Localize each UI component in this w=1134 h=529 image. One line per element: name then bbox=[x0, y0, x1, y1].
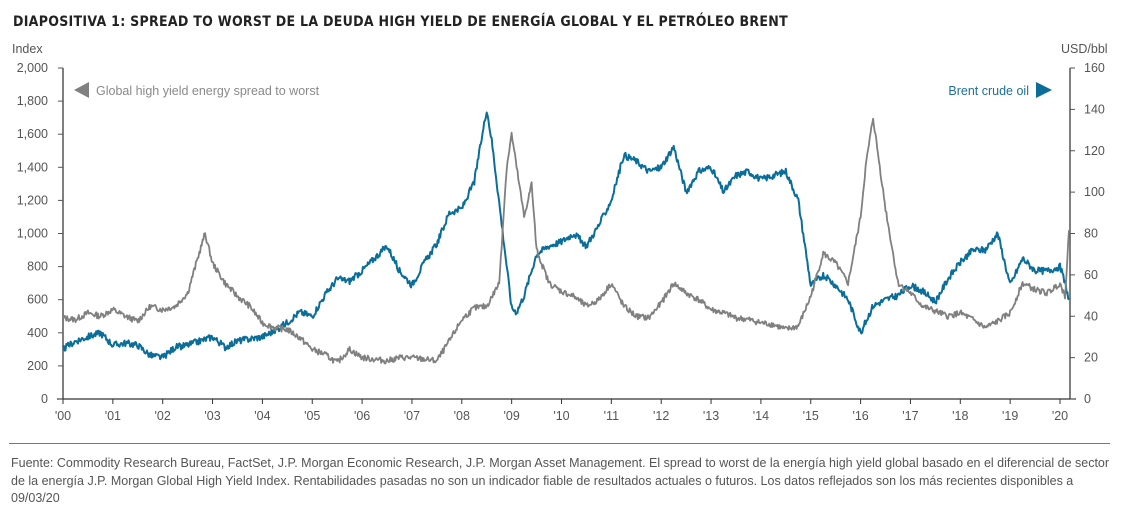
series-brent-line bbox=[62, 111, 1070, 361]
x-tick-label: '19 bbox=[1002, 409, 1018, 423]
right-tick-label: 140 bbox=[1084, 102, 1105, 116]
x-tick-label: '05 bbox=[304, 409, 320, 423]
x-tick-label: '02 bbox=[155, 409, 171, 423]
legend-spread-label: Global high yield energy spread to worst bbox=[96, 84, 320, 98]
left-tick-label: 1,000 bbox=[17, 227, 48, 241]
x-tick-label: '13 bbox=[703, 409, 719, 423]
x-tick-label: '04 bbox=[254, 409, 270, 423]
left-tick-label: 200 bbox=[27, 359, 48, 373]
chart: Index USD/bbl 02004006008001,0001,2001,4… bbox=[12, 42, 1108, 423]
x-tick-label: '11 bbox=[604, 409, 619, 423]
right-tick-label: 160 bbox=[1084, 61, 1105, 75]
x-tick-label: '17 bbox=[902, 409, 918, 423]
left-arrow-icon bbox=[74, 82, 89, 98]
footnote: Fuente: Commodity Research Bureau, FactS… bbox=[11, 456, 1110, 505]
chart-title: DIAPOSITIVA 1: SPREAD TO WORST DE LA DEU… bbox=[13, 14, 788, 30]
left-tick-label: 2,000 bbox=[17, 61, 48, 75]
x-tick-label: '07 bbox=[404, 409, 420, 423]
right-arrow-icon bbox=[1036, 82, 1052, 98]
x-tick-label: '12 bbox=[653, 409, 669, 423]
left-tick-label: 400 bbox=[27, 326, 48, 340]
axes: 02004006008001,0001,2001,4001,6001,8002,… bbox=[17, 61, 1105, 423]
x-tick-label: '03 bbox=[204, 409, 220, 423]
right-tick-label: 20 bbox=[1084, 351, 1098, 365]
right-tick-label: 60 bbox=[1084, 268, 1098, 282]
x-tick-label: '16 bbox=[852, 409, 868, 423]
left-tick-label: 0 bbox=[41, 392, 48, 406]
x-tick-label: '06 bbox=[354, 409, 370, 423]
right-tick-label: 100 bbox=[1084, 185, 1105, 199]
legend-spread: Global high yield energy spread to worst bbox=[74, 82, 320, 98]
right-tick-label: 120 bbox=[1084, 144, 1105, 158]
left-tick-label: 1,400 bbox=[17, 160, 48, 174]
legend-brent: Brent crude oil bbox=[948, 82, 1052, 98]
right-tick-label: 0 bbox=[1084, 392, 1091, 406]
right-tick-label: 80 bbox=[1084, 227, 1098, 241]
divider bbox=[9, 443, 1110, 444]
x-tick-label: '10 bbox=[553, 409, 569, 423]
left-tick-label: 1,800 bbox=[17, 94, 48, 108]
x-tick-label: '14 bbox=[753, 409, 769, 423]
left-tick-label: 1,200 bbox=[17, 193, 48, 207]
x-tick-label: '08 bbox=[454, 409, 470, 423]
x-tick-label: '09 bbox=[504, 409, 520, 423]
left-axis-label: Index bbox=[12, 42, 43, 56]
series-layer bbox=[62, 111, 1070, 365]
x-tick-label: '15 bbox=[803, 409, 819, 423]
left-tick-label: 800 bbox=[27, 260, 48, 274]
series-spread-line bbox=[62, 117, 1070, 365]
right-axis-label: USD/bbl bbox=[1061, 42, 1108, 56]
left-tick-label: 1,600 bbox=[17, 127, 48, 141]
x-tick-label: '00 bbox=[55, 409, 71, 423]
x-tick-label: '18 bbox=[952, 409, 968, 423]
left-tick-label: 600 bbox=[27, 293, 48, 307]
right-tick-label: 40 bbox=[1084, 309, 1098, 323]
legend-brent-label: Brent crude oil bbox=[948, 84, 1029, 98]
x-tick-label: '20 bbox=[1052, 409, 1068, 423]
x-tick-label: '01 bbox=[105, 409, 121, 423]
